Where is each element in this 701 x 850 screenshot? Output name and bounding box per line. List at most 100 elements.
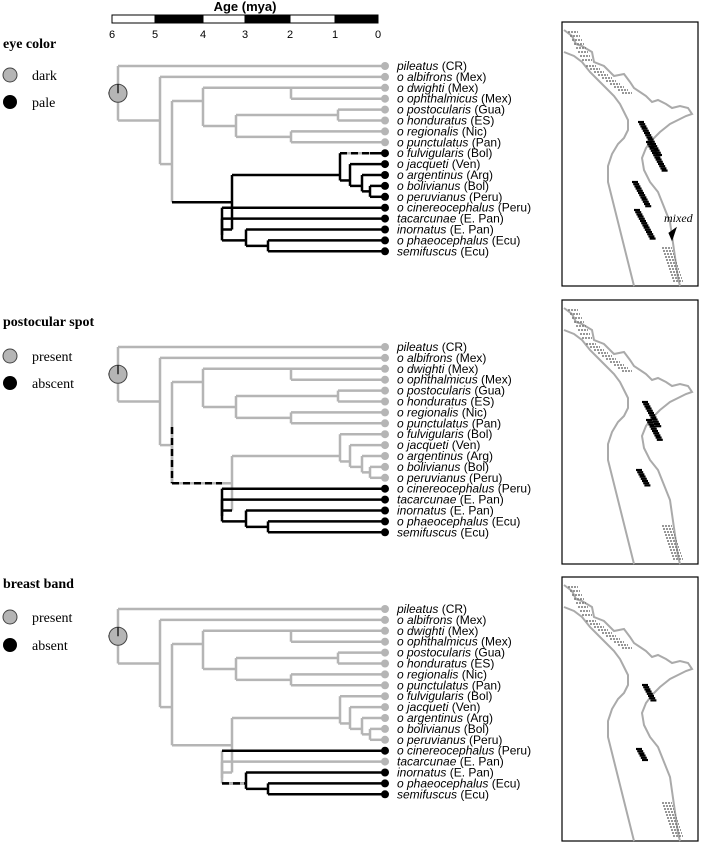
taxon-label: o argentinus (Arg) xyxy=(397,449,493,463)
tip-marker xyxy=(381,225,389,234)
taxon-label: o peruvianus (Peru) xyxy=(397,190,502,204)
panel-title: postocular spot xyxy=(3,315,94,330)
legend-dot-black xyxy=(3,376,17,390)
taxon-label: o albifrons (Mex) xyxy=(397,613,486,627)
taxon-labels-breast-band: pileatus (CR)o albifrons (Mex)o dwighti … xyxy=(396,602,531,801)
legend-dot-black xyxy=(3,638,17,652)
scale-segment xyxy=(334,14,379,24)
tip-marker xyxy=(381,364,389,373)
tip-marker xyxy=(381,149,389,158)
taxon-label: o phaeocephalus (Ecu) xyxy=(397,233,520,247)
scale-tick-label: 6 xyxy=(109,29,115,41)
tip-marker xyxy=(381,605,389,613)
tip-marker xyxy=(381,375,389,384)
tip-marker xyxy=(381,681,389,690)
coastline-west xyxy=(563,329,635,565)
legend-label-gray: present xyxy=(32,611,73,626)
legend-dot-gray xyxy=(2,67,18,83)
tip-marker xyxy=(381,105,389,114)
tip-marker xyxy=(381,746,389,755)
taxon-label: o postocularis (Gua) xyxy=(397,103,505,117)
legend-dot-gray xyxy=(2,609,18,625)
legend-dot-gray xyxy=(2,348,18,364)
taxon-label: o argentinus (Arg) xyxy=(397,711,493,725)
tip-marker xyxy=(381,670,389,679)
tip-marker xyxy=(381,116,389,125)
range-map-eye-color xyxy=(561,21,699,287)
scale-tick-label: 5 xyxy=(152,29,158,41)
tip-marker xyxy=(381,528,389,537)
tip-marker xyxy=(381,72,389,81)
tip-marker xyxy=(381,659,389,668)
panel-eye-color: eye color dark pale pileatus (CR)o albif… xyxy=(2,21,699,287)
scale-tick-label: 3 xyxy=(242,29,248,41)
legend-dot-black xyxy=(3,95,17,109)
taxon-label: o punctulatus (Pan) xyxy=(397,135,501,149)
tip-marker xyxy=(381,430,389,439)
taxon-label: o phaeocephalus (Ecu) xyxy=(397,514,520,528)
tip-marker xyxy=(381,83,389,92)
coastline-east xyxy=(563,584,694,842)
taxon-label: o ophthalmicus (Mex) xyxy=(397,92,512,106)
range-map-postocular-spot xyxy=(561,299,699,565)
taxon-label: o regionalis (Nic) xyxy=(397,124,487,138)
tip-marker xyxy=(381,127,389,136)
taxon-label: o jacqueti (Ven) xyxy=(397,157,480,171)
taxon-label: pileatus (CR) xyxy=(396,59,467,73)
legend-label-gray: dark xyxy=(32,69,57,84)
taxon-label: o regionalis (Nic) xyxy=(397,667,487,681)
tip-marker xyxy=(381,714,389,722)
taxon-label: pileatus (CR) xyxy=(396,340,467,354)
tip-markers-eye-color xyxy=(381,62,389,256)
taxon-label: o bolivianus (Bol) xyxy=(397,722,489,736)
tip-marker xyxy=(381,637,389,646)
tip-marker xyxy=(381,171,389,179)
tip-marker xyxy=(381,214,389,223)
age-scale: Age (mya) 6 5 4 3 2 1 0 xyxy=(109,0,381,41)
legend-label-black: absent xyxy=(32,639,68,654)
taxon-label: o dwighti (Mex) xyxy=(397,624,478,638)
taxon-label: o bolivianus (Bol) xyxy=(397,460,489,474)
taxon-labels-eye-color: pileatus (CR)o albifrons (Mex)o dwighti … xyxy=(396,59,531,258)
age-scale-ticks: 6 5 4 3 2 1 0 xyxy=(109,29,381,41)
tip-marker xyxy=(381,138,389,147)
taxon-label: inornatus (E. Pan) xyxy=(397,223,494,237)
legend-label-black: abscent xyxy=(32,377,74,392)
tip-marker xyxy=(381,648,389,657)
taxon-label: tacarcunae (E. Pan) xyxy=(397,493,504,507)
tip-marker xyxy=(381,506,389,515)
age-scale-title: Age (mya) xyxy=(214,0,277,14)
tip-marker xyxy=(381,484,389,493)
tip-marker xyxy=(381,495,389,504)
taxon-label: tacarcunae (E. Pan) xyxy=(397,755,504,769)
taxon-label: o honduratus (ES) xyxy=(397,395,494,409)
tip-marker xyxy=(381,343,389,351)
taxon-label: semifuscus (Ecu) xyxy=(397,244,489,258)
taxon-label: o honduratus (ES) xyxy=(397,657,494,671)
tip-markers-breast-band xyxy=(381,605,389,799)
panel-postocular-spot: postocular spot present abscent pileatus… xyxy=(2,299,699,565)
taxon-label: o argentinus (Arg) xyxy=(397,168,493,182)
taxon-label: semifuscus (Ecu) xyxy=(397,787,489,801)
taxon-label: o fulvigularis (Bol) xyxy=(397,146,492,160)
legend-label-gray: present xyxy=(32,350,73,365)
tip-marker xyxy=(381,397,389,406)
tree-eye-color xyxy=(108,64,385,253)
scale-segment xyxy=(244,14,291,24)
taxon-label: o dwighti (Mex) xyxy=(397,362,478,376)
taxon-label: o phaeocephalus (Ecu) xyxy=(397,776,520,790)
taxon-label: o albifrons (Mex) xyxy=(397,70,486,84)
taxon-label: o regionalis (Nic) xyxy=(397,405,487,419)
taxon-label: inornatus (E. Pan) xyxy=(397,504,494,518)
taxon-label: o bolivianus (Bol) xyxy=(397,179,489,193)
coastline-west xyxy=(563,51,635,287)
tip-marker xyxy=(381,703,389,712)
tree-postocular-spot xyxy=(108,345,385,534)
tip-marker xyxy=(381,247,389,256)
legend-label-black: pale xyxy=(32,96,55,111)
taxon-label: o dwighti (Mex) xyxy=(397,81,478,95)
tip-marker xyxy=(381,192,389,201)
scale-tick-label: 4 xyxy=(200,29,206,41)
taxon-label: o cinereocephalus (Peru) xyxy=(397,482,531,496)
taxon-label: o honduratus (ES) xyxy=(397,114,494,128)
